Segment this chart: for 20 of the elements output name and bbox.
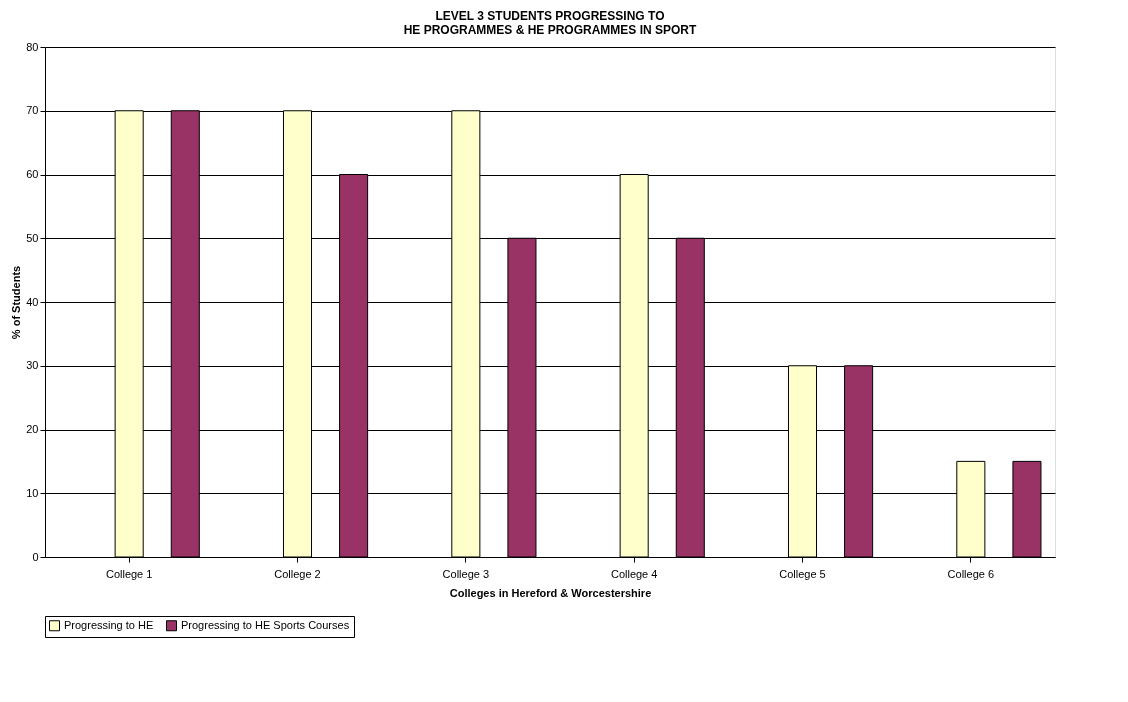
y-tick-label: 70 xyxy=(26,104,39,117)
x-tick-label: College 3 xyxy=(442,567,490,580)
x-tick-label: College 1 xyxy=(105,567,153,580)
x-tick-label: College 5 xyxy=(779,567,826,580)
y-tick-label: 50 xyxy=(26,231,39,244)
y-tick-label: 80 xyxy=(26,40,39,53)
y-axis-title: % of Students xyxy=(10,265,23,340)
legend-label: Progressing to HE xyxy=(64,618,154,631)
y-tick-label: 0 xyxy=(32,550,39,563)
y-tick-label: 20 xyxy=(26,423,39,435)
y-tick-label: 40 xyxy=(26,295,39,308)
x-tick-label: College 6 xyxy=(947,567,995,580)
x-axis-title: Colleges in Hereford & Worcestershire xyxy=(449,586,652,599)
legend-label: Progressing to HE Sports Courses xyxy=(181,618,350,631)
x-tick-label: College 2 xyxy=(274,567,321,580)
y-tick-label: 10 xyxy=(26,486,39,499)
chart-title: LEVEL 3 STUDENTS PROGRESSING TO HE PROGRAMMES & HE PROGRAMMES IN SPORT xyxy=(403,9,698,37)
y-tick-label: 60 xyxy=(26,168,39,180)
x-tick-label: College 4 xyxy=(610,567,658,580)
y-tick-label: 30 xyxy=(26,359,39,372)
